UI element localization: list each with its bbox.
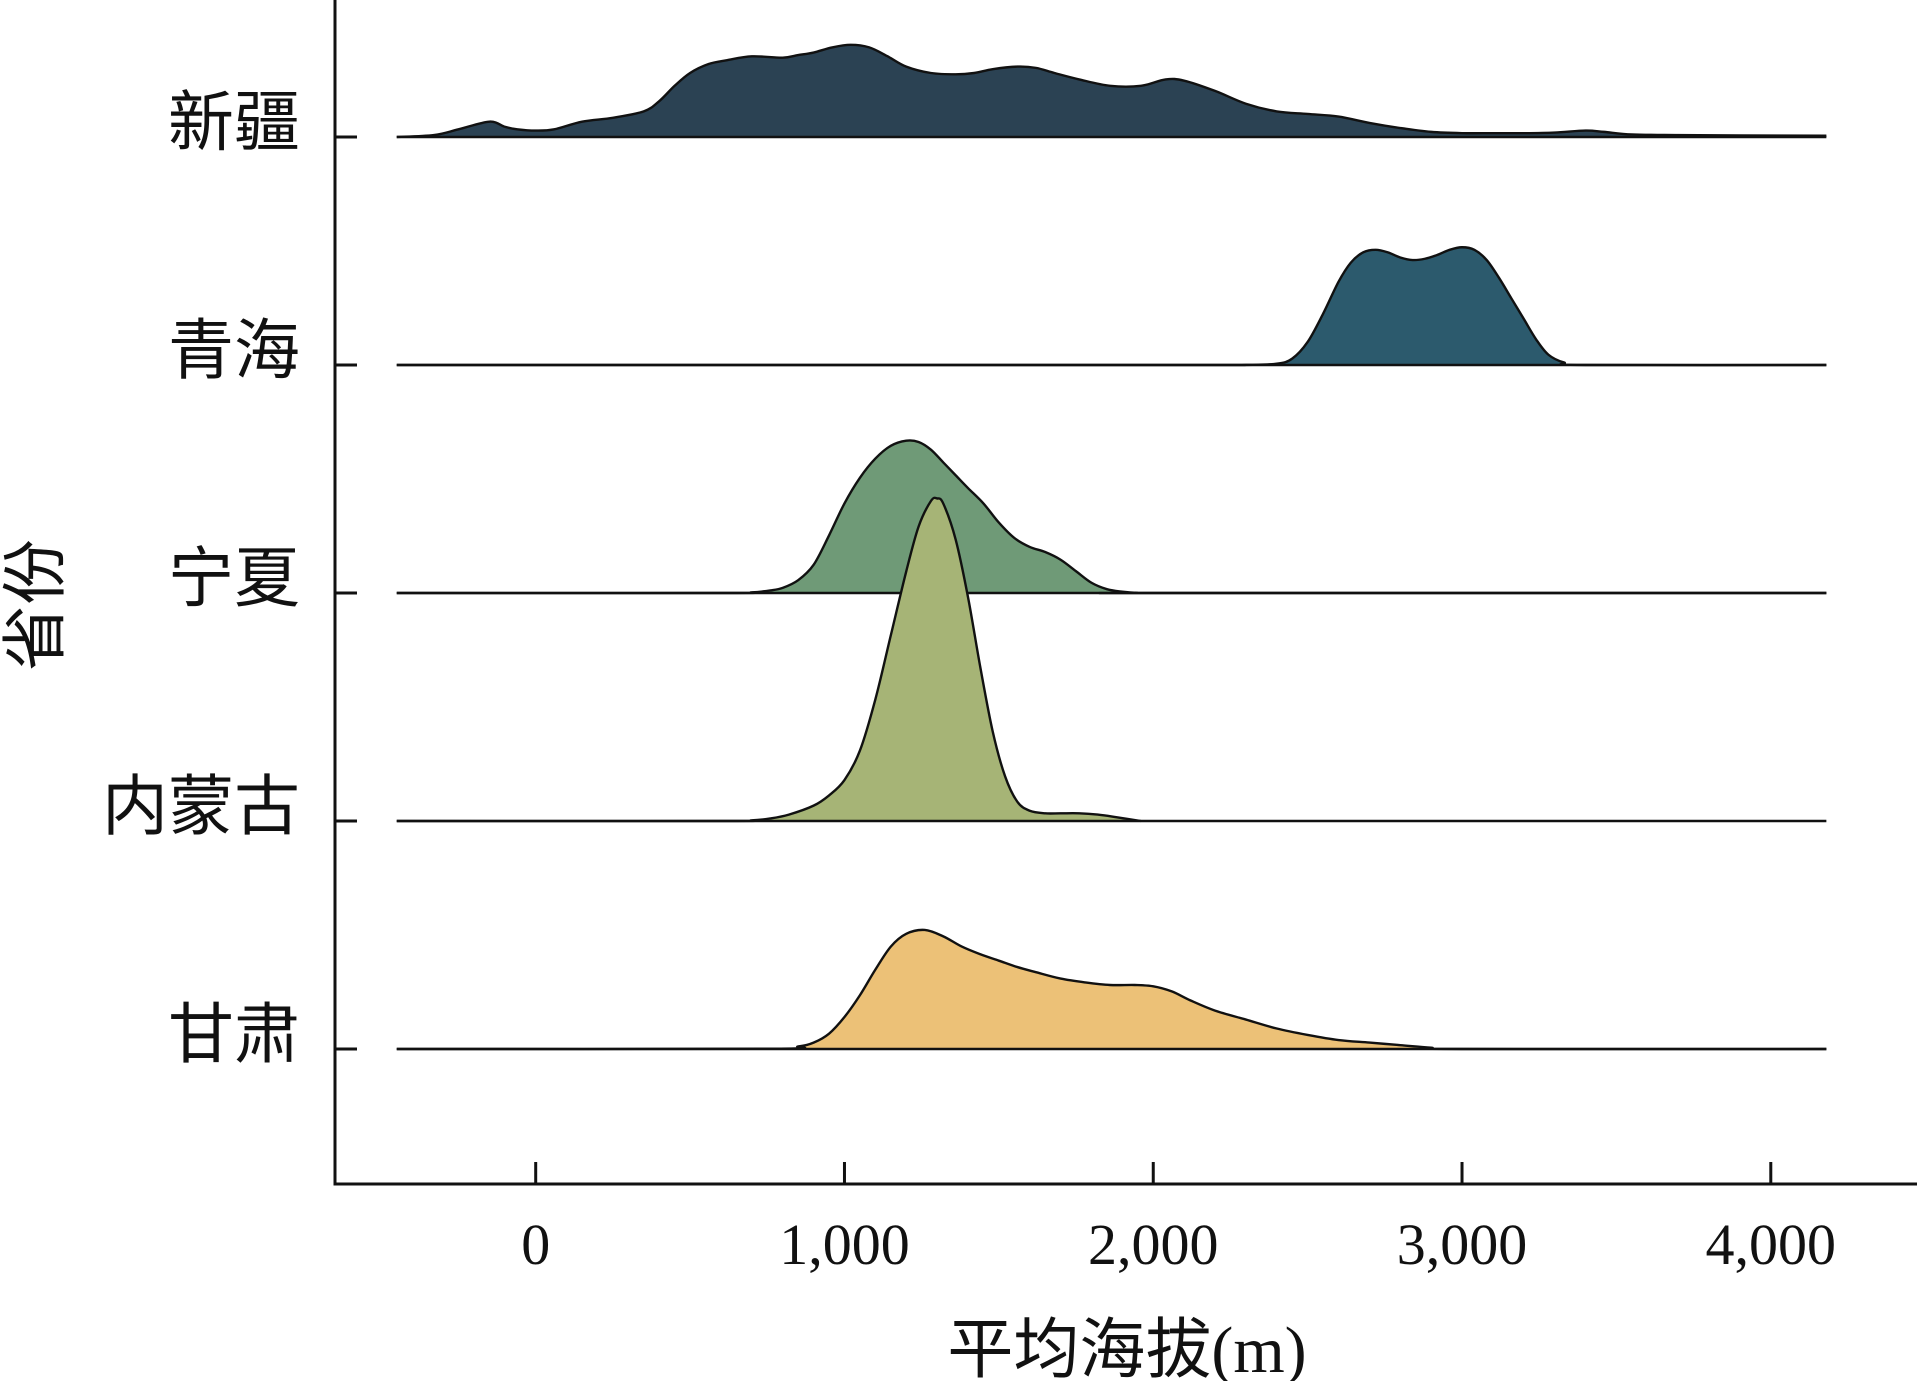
x-tick-label: 4,000	[1706, 1212, 1837, 1277]
x-axis-title: 平均海拔(m)	[947, 1314, 1306, 1381]
y-category-label: 青海	[168, 315, 300, 388]
ridge-2-outline	[396, 439, 1827, 595]
x-tick-label: 3,000	[1397, 1212, 1528, 1277]
x-tick-label: 1,000	[779, 1212, 910, 1277]
plot-frame	[333, 0, 1917, 1186]
x-tick-label: 0	[521, 1212, 550, 1277]
y-axis-title: 省份	[0, 539, 73, 671]
y-category-label: 新疆	[168, 87, 300, 160]
x-tick-label: 2,000	[1088, 1212, 1219, 1277]
ridges-layer	[396, 43, 1827, 1051]
ridge-4-area	[396, 929, 1827, 1050]
ridge-2	[396, 439, 1827, 595]
x-axis: 0 1,000 2,000 3,000 4,000	[521, 1162, 1836, 1277]
ridge-1-area	[396, 247, 1827, 366]
ridge-3	[396, 496, 1827, 823]
ridge-1-outline	[396, 246, 1827, 367]
y-category-label: 宁夏	[168, 543, 300, 616]
y-category-label: 内蒙古	[102, 771, 300, 844]
ridge-4	[396, 928, 1827, 1051]
ridge-1	[396, 246, 1827, 367]
ridge-2-area	[396, 440, 1827, 594]
y-category-label: 甘肃	[168, 999, 300, 1072]
ridge-3-area	[396, 497, 1141, 822]
ridge-4-outline	[396, 928, 1827, 1051]
ridge-0	[396, 43, 1827, 139]
ridge-0-outline	[396, 43, 1827, 139]
ridge-0-area	[396, 44, 1827, 138]
ridge-3-outline	[396, 496, 1142, 823]
